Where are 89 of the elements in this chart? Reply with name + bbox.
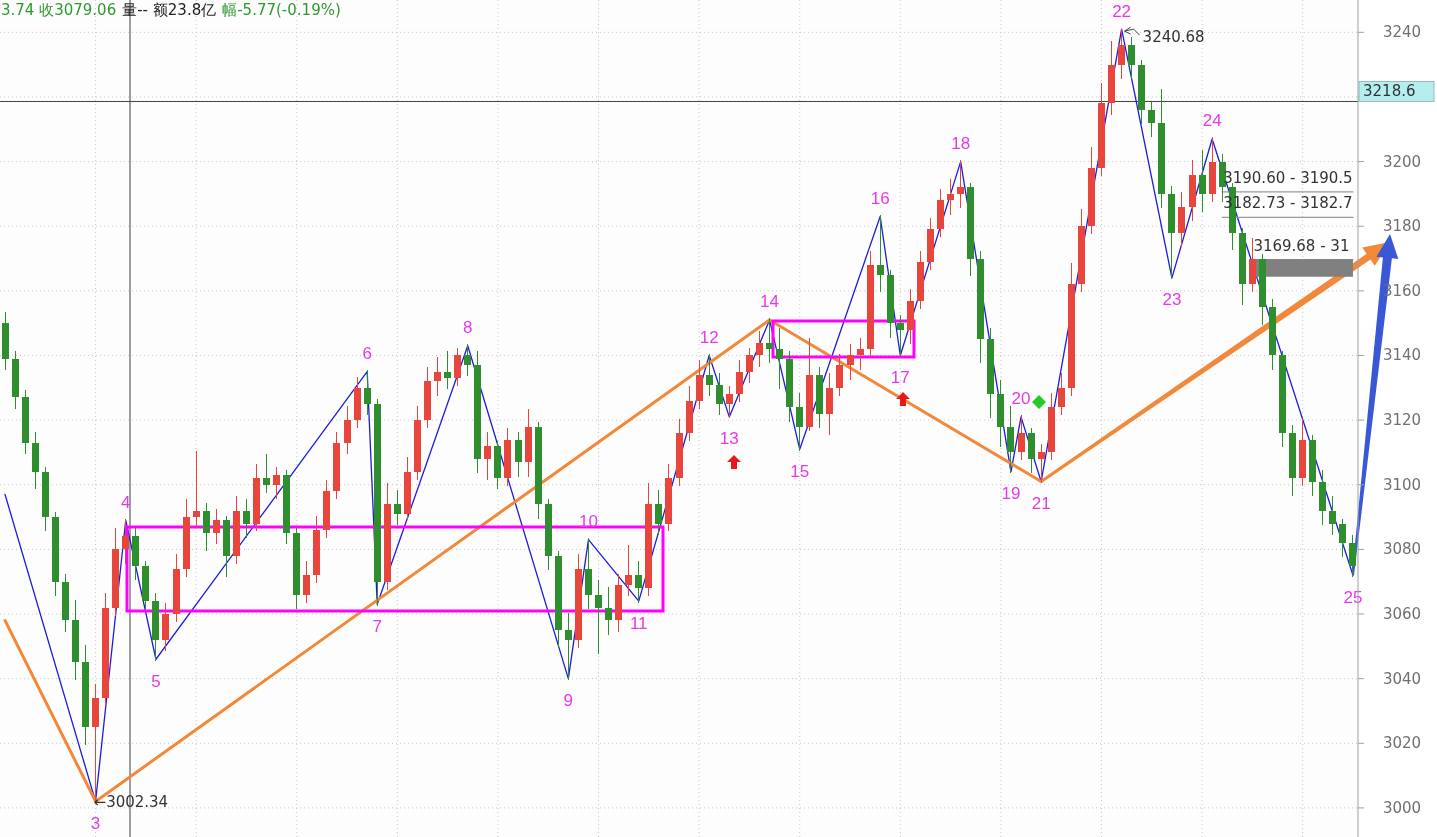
candlestick: [957, 160, 964, 208]
candlestick: [1148, 102, 1155, 137]
candlestick: [706, 354, 713, 396]
annotation: 3.74 收3079.06: [1, 1, 117, 19]
candlestick: [434, 357, 441, 396]
candlestick: [947, 179, 954, 215]
candlestick: [655, 490, 662, 535]
y-tick-label: 3100: [1382, 475, 1422, 494]
candlestick: [776, 328, 783, 389]
candlestick: [1058, 373, 1065, 415]
annotation: 14: [760, 292, 779, 312]
candlestick: [203, 503, 210, 551]
annotation: 24: [1202, 111, 1222, 131]
candlestick: [273, 467, 280, 499]
candlestick: [716, 373, 723, 415]
y-tick-label: 3140: [1382, 346, 1422, 365]
candlestick: [565, 613, 572, 680]
y-tick-label: 3240: [1382, 23, 1422, 42]
text: 3240.68: [1142, 28, 1205, 47]
annotation: 20: [1011, 389, 1031, 409]
candlestick: [484, 432, 491, 480]
ref-line-label: 3218.6: [1363, 82, 1416, 101]
candlestick: [454, 348, 461, 386]
candlestick: [344, 406, 351, 454]
candlestick: [243, 499, 250, 538]
y-tick-label: 3080: [1382, 540, 1422, 559]
candlestick: [1118, 29, 1125, 79]
annotation: 5: [151, 671, 161, 691]
annotation: 4: [121, 492, 131, 512]
candlestick: [796, 393, 803, 451]
candlestick: [193, 451, 200, 528]
annotation: 18: [951, 134, 971, 154]
annotation: 25: [1343, 587, 1363, 607]
annotation: 9: [563, 691, 574, 711]
candlestick: [1339, 519, 1346, 557]
candlestick: [213, 509, 220, 544]
annotation: 15: [790, 461, 810, 481]
candlestick: [444, 351, 451, 389]
candlestick: [625, 545, 632, 596]
annotation: 7: [372, 616, 382, 636]
annotation: 13: [719, 429, 739, 449]
candlestick: [1349, 535, 1356, 577]
candlestick: [464, 344, 471, 376]
candlestick: [394, 490, 401, 525]
annotation: 量-- 额23.8亿: [122, 1, 217, 19]
annotation: 3: [90, 813, 101, 833]
candlestick: [605, 587, 612, 635]
candlestick: [746, 348, 753, 383]
text: ←3002.34: [93, 793, 169, 812]
candlestick: [1128, 37, 1135, 79]
candlestick: [836, 354, 843, 396]
candlestick: [736, 360, 743, 402]
y-tick-label: 3120: [1382, 411, 1422, 430]
candlestick: [857, 338, 864, 370]
annotation: 幅-5.77(-0.19%): [222, 1, 341, 19]
candlestick: [877, 215, 884, 292]
candlestick: [847, 344, 854, 380]
annotation: 11: [629, 613, 648, 633]
annotation: 23: [1162, 290, 1182, 310]
y-tick-label: 3020: [1382, 734, 1422, 753]
annotation: 21: [1031, 494, 1051, 514]
candlestick: [122, 519, 129, 564]
candlestick: [756, 331, 763, 367]
candlestick: [726, 386, 733, 418]
annotation: 19: [1001, 484, 1021, 504]
y-tick-label: 3040: [1382, 669, 1422, 688]
candlestick: [1329, 496, 1336, 535]
annotation: 8: [463, 318, 473, 338]
candlestick: [515, 432, 522, 477]
candlestick: [897, 315, 904, 357]
candlestick: [364, 370, 371, 415]
annotation: 22: [1112, 1, 1132, 21]
candlestick: [635, 561, 642, 603]
y-tick-label: 3200: [1382, 152, 1422, 171]
y-tick-label: 3060: [1382, 605, 1422, 624]
annotation: 16: [870, 189, 890, 209]
y-tick-label: 3000: [1382, 798, 1422, 817]
annotation: 6: [362, 344, 372, 364]
annotation: 12: [699, 327, 719, 347]
candlestick: [595, 580, 602, 654]
candlestick: [766, 318, 773, 363]
candlestick: [263, 454, 270, 493]
data-label: 3169.68 - 31: [1253, 236, 1350, 255]
candlestick: [1199, 150, 1206, 212]
candlestick: [303, 561, 310, 603]
y-tick-label: 3180: [1382, 217, 1422, 236]
candlestick: [1038, 444, 1045, 483]
candlestick: [1018, 415, 1025, 460]
annotation: 17: [890, 367, 910, 387]
